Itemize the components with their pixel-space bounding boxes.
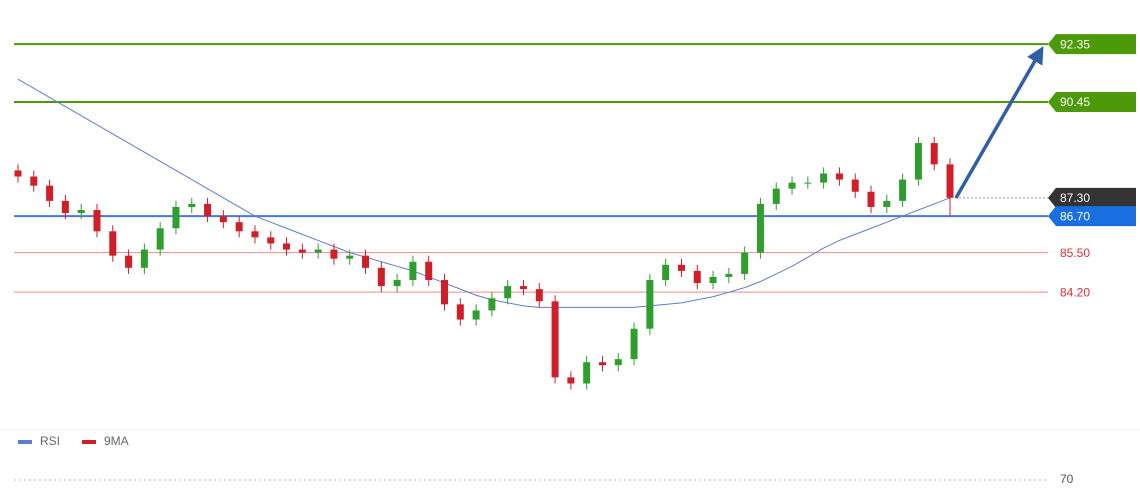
candle-body	[583, 362, 591, 384]
candle-body	[156, 228, 164, 250]
legend-label: 9MA	[104, 434, 129, 448]
candle-body	[14, 170, 22, 177]
legend-swatch	[82, 440, 96, 444]
level-label: 92.35	[1060, 37, 1090, 51]
candle-body	[314, 249, 322, 253]
level-label: 90.45	[1060, 95, 1090, 109]
candle-body	[630, 328, 638, 360]
candle-body	[883, 200, 891, 207]
candle-body	[725, 273, 733, 277]
candle-body	[77, 210, 85, 214]
candle-body	[61, 200, 69, 214]
candle-body	[614, 359, 622, 366]
candle-body	[362, 255, 370, 268]
candle-body	[267, 237, 275, 244]
candle-body	[46, 185, 54, 201]
candle-body	[741, 252, 749, 274]
candle-body	[914, 143, 922, 180]
moving-average	[17, 78, 951, 308]
candle-body	[677, 264, 685, 271]
candle-body	[235, 222, 243, 232]
candle-body	[504, 286, 512, 299]
candle-body	[598, 362, 606, 366]
candle-body	[946, 164, 954, 198]
candle-body	[851, 179, 859, 192]
candle-body	[346, 255, 354, 259]
level-label: 84.20	[1060, 285, 1090, 299]
legend-swatch	[18, 440, 32, 444]
candle-body	[425, 261, 433, 280]
candle-body	[219, 216, 227, 223]
level-label: 86.70	[1060, 209, 1090, 223]
candle-body	[441, 280, 449, 305]
candle-body	[251, 231, 259, 238]
target-arrow	[954, 46, 1044, 199]
candle-body	[125, 255, 133, 268]
legend-label: RSI	[40, 434, 60, 448]
candle-body	[646, 280, 654, 329]
candle-body	[393, 280, 401, 287]
level-label: 87.30	[1060, 191, 1090, 205]
level-label-bg	[1048, 187, 1136, 208]
candle-body	[377, 267, 385, 287]
level-label-bg	[1048, 91, 1136, 112]
candle-body	[788, 182, 796, 189]
candle-body	[172, 206, 180, 229]
candle-body	[93, 210, 101, 232]
candle-body	[709, 276, 717, 284]
level-label-bg	[1048, 206, 1136, 227]
candle-body	[330, 249, 338, 259]
candle-body	[519, 286, 527, 290]
candle-body	[488, 298, 496, 311]
level-label-bg	[1048, 34, 1136, 55]
candle-body	[804, 182, 812, 184]
candle-body	[693, 270, 701, 284]
candle-body	[930, 143, 938, 165]
candle-body	[772, 188, 780, 204]
candle-body	[820, 173, 828, 183]
level-label: 85.50	[1060, 246, 1090, 260]
candle-body	[298, 249, 306, 253]
candle-body	[867, 191, 875, 207]
candle-body	[409, 261, 417, 280]
candle-body	[188, 203, 196, 207]
candle-body	[756, 203, 764, 253]
candle-body	[140, 249, 148, 268]
candle-body	[535, 289, 543, 302]
candle-body	[835, 173, 843, 180]
candle-body	[109, 231, 117, 256]
candle-body	[283, 243, 291, 250]
candle-body	[204, 203, 212, 217]
candle-body	[662, 264, 670, 280]
y-tick-label: 70	[1060, 472, 1074, 486]
candle-body	[456, 304, 464, 320]
candle-body	[899, 179, 907, 201]
candle-body	[30, 176, 38, 186]
candle-body	[567, 377, 575, 384]
candle-body	[472, 310, 480, 320]
candle-body	[551, 301, 559, 378]
